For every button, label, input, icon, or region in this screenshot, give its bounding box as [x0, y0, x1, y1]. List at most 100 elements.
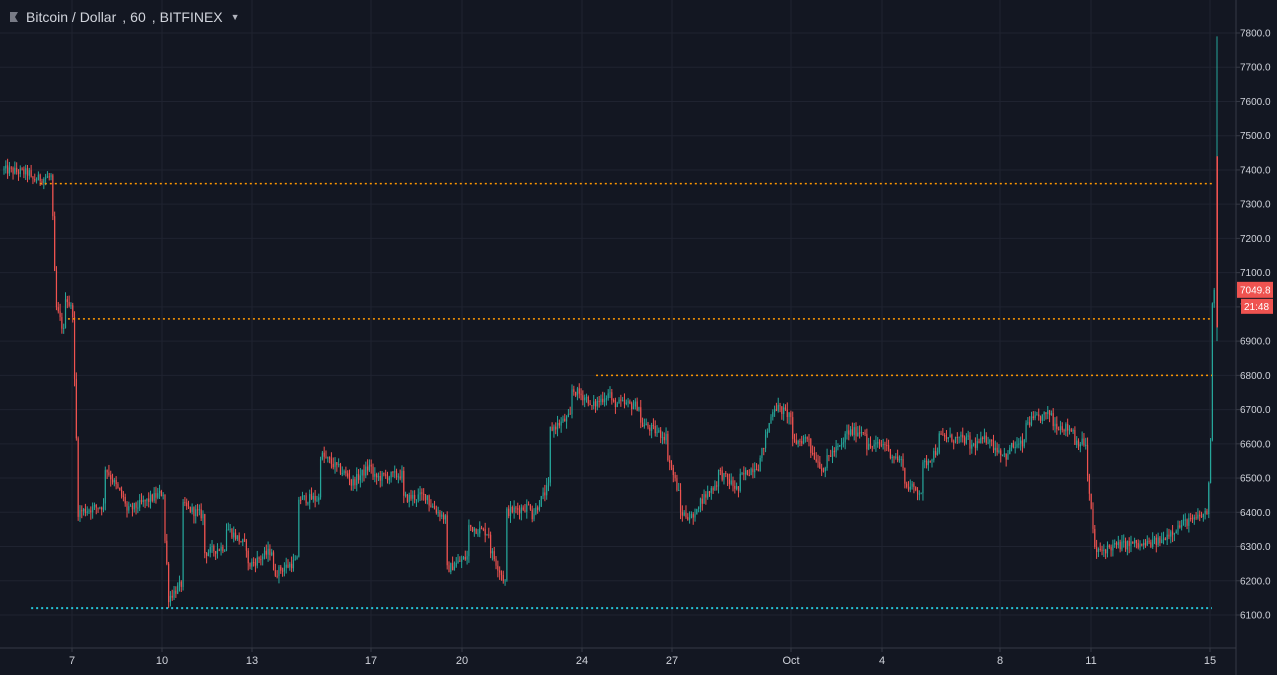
candle-body	[786, 409, 788, 418]
candle	[613, 398, 615, 403]
candle	[480, 525, 483, 530]
candle-body	[1027, 422, 1029, 424]
candle-body	[35, 180, 38, 182]
candle	[202, 510, 204, 526]
candle-body	[490, 534, 492, 554]
candle-body	[623, 400, 626, 404]
candle	[1161, 532, 1163, 544]
candle	[421, 488, 423, 501]
candle-body	[922, 462, 924, 494]
candle	[1016, 437, 1018, 449]
candle-body	[404, 494, 407, 496]
candle	[151, 493, 153, 503]
time-axis[interactable]: 7 10 13 17 20 24 27 Oct 4 8 11 15	[69, 648, 1216, 667]
candle-body	[442, 514, 445, 520]
candle-body	[3, 168, 5, 170]
chart-header[interactable]: Bitcoin / Dollar, 60, BITFINEX ▼	[8, 7, 240, 27]
candle-body	[1124, 541, 1127, 550]
candle-body	[242, 539, 244, 543]
candle-body	[900, 459, 902, 461]
candle	[432, 503, 434, 509]
candle	[607, 389, 609, 401]
candle	[1065, 422, 1067, 437]
price-axis[interactable]: 6100.0 6200.0 6300.0 6400.0 6500.0 6600.0 6700…	[1236, 29, 1271, 622]
candle	[142, 495, 144, 507]
candle-body	[395, 471, 398, 477]
candle-body	[162, 494, 164, 496]
candle-body	[1150, 542, 1152, 547]
candle	[1175, 529, 1177, 534]
candle	[428, 494, 430, 512]
candle	[470, 524, 472, 531]
candle	[1132, 541, 1134, 544]
candle	[435, 505, 437, 515]
candle	[475, 528, 477, 535]
candle	[153, 487, 155, 503]
candle	[786, 402, 788, 424]
candle-body	[508, 508, 510, 516]
exchange-label[interactable]: BITFINEX	[159, 9, 223, 25]
candle-body	[705, 494, 707, 498]
candle-body	[600, 398, 602, 402]
candle-body	[240, 541, 242, 543]
candle-body	[752, 468, 754, 473]
candle	[135, 501, 137, 515]
candle	[379, 470, 381, 488]
candle-body	[974, 443, 977, 448]
y-tick-label: 6100.0	[1240, 611, 1271, 622]
candle-body	[256, 557, 258, 566]
candle	[394, 465, 396, 479]
candle-body	[1020, 440, 1022, 444]
candle-body	[925, 460, 928, 466]
candle-body	[764, 434, 767, 449]
candle	[938, 431, 940, 455]
candle-body	[46, 176, 49, 178]
y-tick-label: 6700.0	[1240, 405, 1271, 416]
candle-body	[23, 169, 25, 175]
candle-body	[835, 446, 837, 453]
candle-body	[12, 168, 14, 174]
candle-body	[377, 476, 380, 478]
candle	[1206, 508, 1208, 515]
candle	[555, 422, 557, 435]
candle	[484, 522, 486, 543]
candle	[585, 393, 588, 403]
candle-body	[918, 493, 920, 495]
candle-body	[406, 494, 408, 502]
candle	[649, 424, 651, 436]
candle-body	[741, 473, 743, 475]
candle-body	[1081, 438, 1083, 445]
candle	[524, 503, 526, 513]
candle	[1141, 543, 1143, 547]
candle-body	[75, 378, 77, 439]
x-tick-label: 10	[156, 655, 168, 667]
candle-body	[980, 437, 982, 444]
flag-icon[interactable]	[8, 11, 20, 23]
candle-body	[992, 441, 995, 451]
candle-body	[725, 473, 727, 475]
interval-label[interactable]: 60	[130, 9, 146, 25]
candle-body	[394, 471, 396, 473]
candle-body	[748, 475, 750, 477]
candle-body	[113, 480, 115, 483]
candle-body	[602, 398, 604, 403]
candle	[5, 160, 7, 174]
caret-down-icon[interactable]: ▼	[230, 12, 240, 22]
candle-body	[873, 444, 875, 447]
y-tick-label: 7700.0	[1240, 63, 1271, 74]
candle	[1133, 537, 1136, 548]
candle	[310, 487, 313, 500]
candle-body	[350, 479, 352, 486]
candle-body	[37, 174, 39, 181]
candle-body	[732, 480, 734, 487]
candle-body	[1096, 546, 1098, 553]
candle-body	[531, 509, 533, 520]
candle-body	[372, 466, 374, 477]
candle-body	[28, 170, 30, 176]
candle-body	[893, 456, 895, 458]
candle-body	[1077, 440, 1080, 447]
candle-body	[16, 167, 18, 172]
candle	[1029, 416, 1031, 428]
symbol-name[interactable]: Bitcoin / Dollar	[26, 9, 117, 25]
